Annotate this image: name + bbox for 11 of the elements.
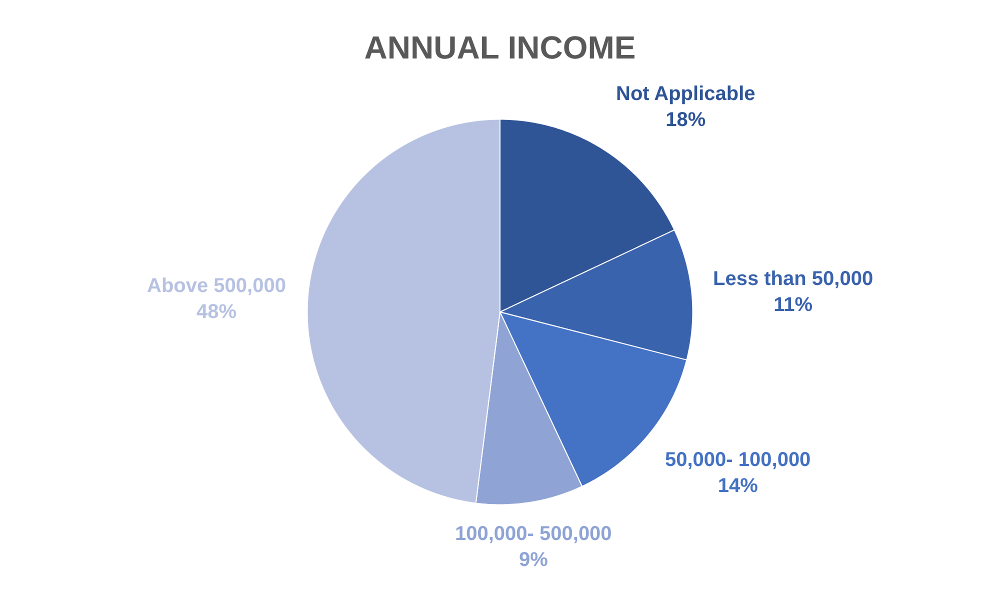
slice-label: 100,000- 500,000: [455, 523, 612, 545]
data-label: 14%: [718, 475, 758, 497]
data-label: 18%: [666, 109, 706, 131]
data-label: 48%: [196, 301, 237, 323]
data-label: 9%: [518, 549, 548, 571]
slice-label: 50,000- 100,000: [665, 449, 811, 471]
slice-label: Less than 50,000: [713, 268, 874, 290]
chart-title: ANNUAL INCOME: [364, 30, 636, 66]
slice-label: Not Applicable: [616, 83, 756, 105]
data-label: 11%: [774, 294, 813, 316]
slice-label: Above 500,000: [147, 275, 286, 297]
